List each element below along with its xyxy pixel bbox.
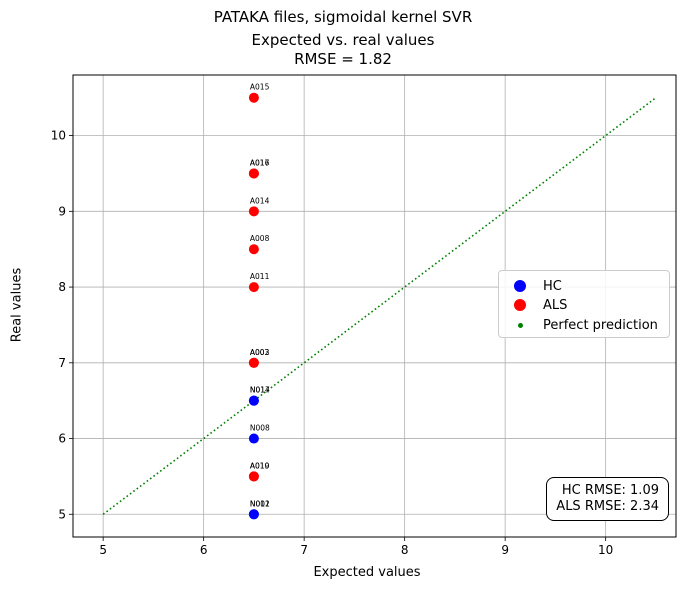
point-label-a008: A008 <box>250 234 270 243</box>
legend-label-perfect: Perfect prediction <box>543 317 658 333</box>
point-label-n001: N001 <box>250 499 270 508</box>
x-axis-label: Expected values <box>313 565 421 580</box>
point-label-a015: A015 <box>250 83 270 92</box>
legend-label-als: ALS <box>543 297 568 313</box>
x-tick-label-8: 8 <box>401 543 409 557</box>
point-hc-n012 <box>248 509 259 520</box>
x-tick-label-10: 10 <box>598 543 613 557</box>
point-als-a003 <box>248 357 259 368</box>
point-label-a002: A002 <box>250 348 270 357</box>
data-points-layer <box>248 92 259 520</box>
legend-marker-hc <box>514 280 526 292</box>
x-tick-label-6: 6 <box>200 543 208 557</box>
chart-title-line-3: RMSE = 1.82 <box>294 50 392 68</box>
y-tick-label-6: 6 <box>58 432 66 446</box>
point-label-n017: N017 <box>250 386 270 395</box>
point-als-a019 <box>248 471 259 482</box>
point-label-a011: A011 <box>250 272 270 281</box>
point-als-a017 <box>248 168 259 179</box>
point-label-n014: N014 <box>250 386 270 395</box>
point-label-a017: A017 <box>250 158 270 167</box>
x-tick-label-7: 7 <box>300 543 308 557</box>
als-rmse-text: ALS RMSE: 2.34 <box>556 499 659 514</box>
legend-entry-hc: HC <box>507 277 562 295</box>
perfect-prediction-line <box>102 97 657 515</box>
point-als-a015 <box>248 92 259 103</box>
point-hc-n008 <box>248 433 259 444</box>
chart-title-line-2: Expected vs. real values <box>251 31 435 49</box>
point-label-a014: A014 <box>250 196 270 205</box>
point-label-a010: A010 <box>250 461 270 470</box>
point-label-a016: A016 <box>250 158 270 167</box>
axis-ticks-layer: 5 6 7 8 9 10 5 6 7 8 9 10 <box>51 129 614 557</box>
point-label-n008: N008 <box>250 424 270 433</box>
point-label-n012: N012 <box>250 499 270 508</box>
legend-marker-perfect <box>517 322 523 328</box>
hc-rmse-text: HC RMSE: 1.09 <box>561 483 659 498</box>
legend: HC ALS Perfect prediction <box>498 270 670 338</box>
point-label-a003: A003 <box>250 348 270 357</box>
y-tick-label-5: 5 <box>58 507 66 521</box>
y-tick-label-7: 7 <box>58 356 66 370</box>
point-hc-n017 <box>248 395 259 406</box>
point-als-a011 <box>248 282 259 293</box>
x-tick-label-5: 5 <box>99 543 107 557</box>
point-label-a019: A019 <box>250 461 270 470</box>
plot-frame <box>72 74 677 538</box>
point-als-a008 <box>248 244 259 255</box>
rmse-summary-box: HC RMSE: 1.09 ALS RMSE: 2.34 <box>546 477 669 521</box>
y-tick-label-10: 10 <box>51 129 66 143</box>
y-tick-label-9: 9 <box>58 204 66 218</box>
chart-title-line-1: PATAKA files, sigmoidal kernel SVR <box>213 8 473 26</box>
point-als-a014 <box>248 206 259 217</box>
x-tick-label-9: 9 <box>501 543 509 557</box>
y-tick-label-8: 8 <box>58 280 66 294</box>
y-axis-label: Real values <box>9 267 25 343</box>
legend-entry-perfect: Perfect prediction <box>507 316 658 334</box>
legend-marker-als <box>514 299 526 311</box>
legend-entry-als: ALS <box>507 296 567 314</box>
legend-label-hc: HC <box>543 278 562 294</box>
perfect-prediction-line-layer <box>102 97 657 515</box>
